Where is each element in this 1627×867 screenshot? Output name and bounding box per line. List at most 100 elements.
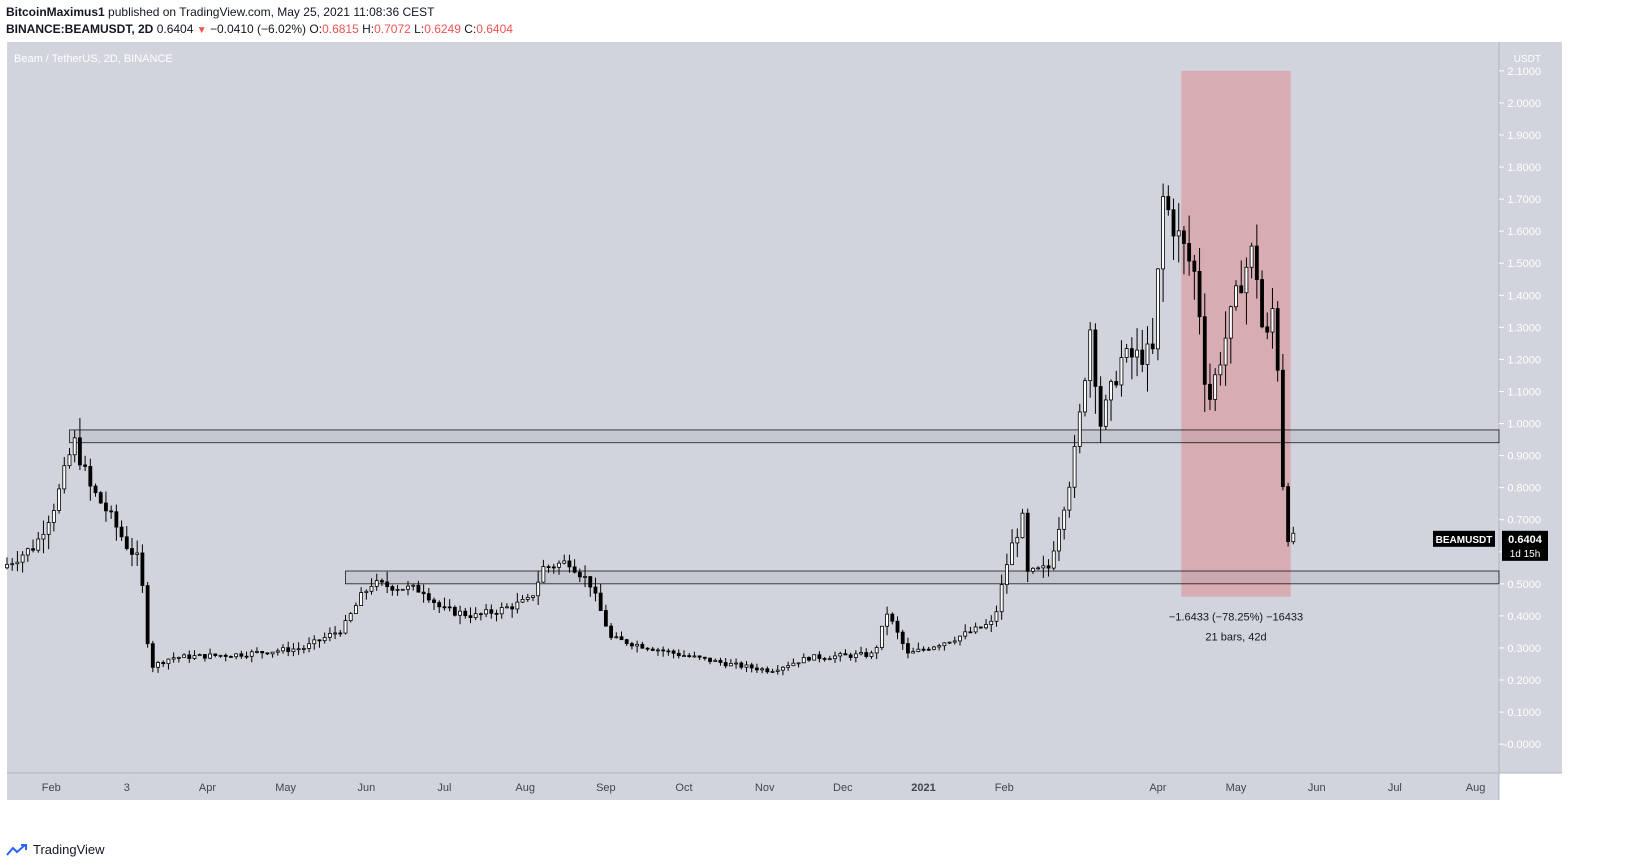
candle [906, 637, 910, 659]
candle [697, 655, 702, 661]
candle [1020, 508, 1025, 539]
candle-body [1239, 285, 1244, 294]
candle-body [343, 620, 348, 634]
candle-body [895, 620, 900, 633]
symbol-label: BINANCE:BEAMUSDT, 2D [6, 22, 154, 36]
candle-body [682, 655, 686, 657]
candle-body [755, 667, 759, 671]
candle [1041, 555, 1046, 578]
candle [749, 662, 754, 673]
candle [400, 588, 405, 591]
measure-rectangle [1181, 70, 1291, 597]
candle-body [911, 651, 916, 654]
candle-body [406, 585, 410, 590]
candle-body [520, 598, 525, 603]
candle-body [1244, 266, 1249, 294]
candle-body [1145, 343, 1150, 365]
y-tick-label: 1.2000 [1507, 354, 1541, 366]
candle-body [723, 662, 728, 667]
candle [1275, 301, 1280, 382]
candle-body [213, 653, 218, 656]
candle [1119, 340, 1124, 397]
candle-body [562, 560, 567, 564]
candle [218, 654, 223, 658]
candle-body [400, 588, 405, 591]
x-tick-label: Jul [1388, 782, 1402, 794]
y-tick-label: 1.8000 [1507, 162, 1541, 174]
candle-body [140, 552, 145, 586]
author-name[interactable]: BitcoinMaximus1 [6, 5, 105, 19]
candle [869, 650, 874, 659]
candle-body [781, 666, 785, 671]
candle-body [656, 649, 660, 652]
candle [270, 651, 275, 658]
tradingview-footer[interactable]: TradingView [6, 842, 105, 857]
candle-body [307, 643, 311, 649]
candle [963, 624, 968, 640]
candle-body [489, 609, 494, 614]
candle-body [270, 651, 275, 655]
x-tick-label: Feb [995, 782, 1014, 794]
candle-body [260, 650, 265, 654]
candle [770, 668, 775, 674]
candle [551, 563, 556, 574]
candle [463, 607, 468, 619]
candle-body [1197, 270, 1202, 318]
candle [442, 597, 447, 611]
candle [989, 615, 994, 633]
candle [171, 652, 176, 663]
y-tick-label: 0.4000 [1507, 611, 1541, 623]
candle-body [1015, 537, 1020, 544]
candle [911, 647, 916, 654]
candle [98, 491, 103, 504]
candle [161, 660, 166, 667]
candle-body [5, 564, 9, 569]
candle [93, 483, 98, 497]
candle [1249, 242, 1254, 279]
candle-body [265, 652, 270, 655]
y-tick-label: 0.3000 [1507, 643, 1541, 655]
y-tick-label: 2.1000 [1507, 66, 1541, 78]
candle [281, 644, 285, 654]
candle-body [145, 585, 150, 645]
candle [312, 635, 317, 650]
candle [114, 504, 119, 541]
x-tick-label: Aug [515, 782, 535, 794]
candle [838, 651, 843, 662]
candle [1280, 354, 1285, 491]
candle-body [890, 613, 895, 622]
candle-body [88, 466, 93, 487]
candle [109, 505, 114, 519]
candle [36, 532, 41, 553]
candle-body [437, 602, 442, 608]
candle-body [25, 548, 30, 556]
last-price-value: 0.6404 [1508, 534, 1543, 546]
candle-body [999, 584, 1004, 613]
candle-body [525, 597, 530, 600]
candle-body [978, 626, 983, 629]
candle-body [395, 588, 400, 591]
candle-body [624, 639, 629, 645]
candle-body [333, 632, 337, 635]
candle [947, 641, 952, 645]
y-tick-label: 1.9000 [1507, 130, 1541, 142]
candle-body [1171, 209, 1176, 237]
candle [322, 632, 327, 644]
candle [1171, 198, 1176, 260]
candle [1031, 567, 1035, 574]
candle [843, 649, 848, 656]
candle-body [1161, 196, 1166, 270]
candle [41, 520, 46, 554]
candle-body [447, 606, 452, 609]
candle-body [1291, 532, 1296, 543]
x-tick-label: Jun [1308, 782, 1326, 794]
candle-body [327, 633, 332, 638]
candle-body [442, 606, 447, 609]
currency-label: USDT [1514, 54, 1541, 65]
candle [380, 578, 384, 586]
candle-body [942, 642, 947, 647]
candle-body [812, 654, 817, 661]
candle-body [937, 645, 942, 648]
candle [942, 642, 947, 651]
